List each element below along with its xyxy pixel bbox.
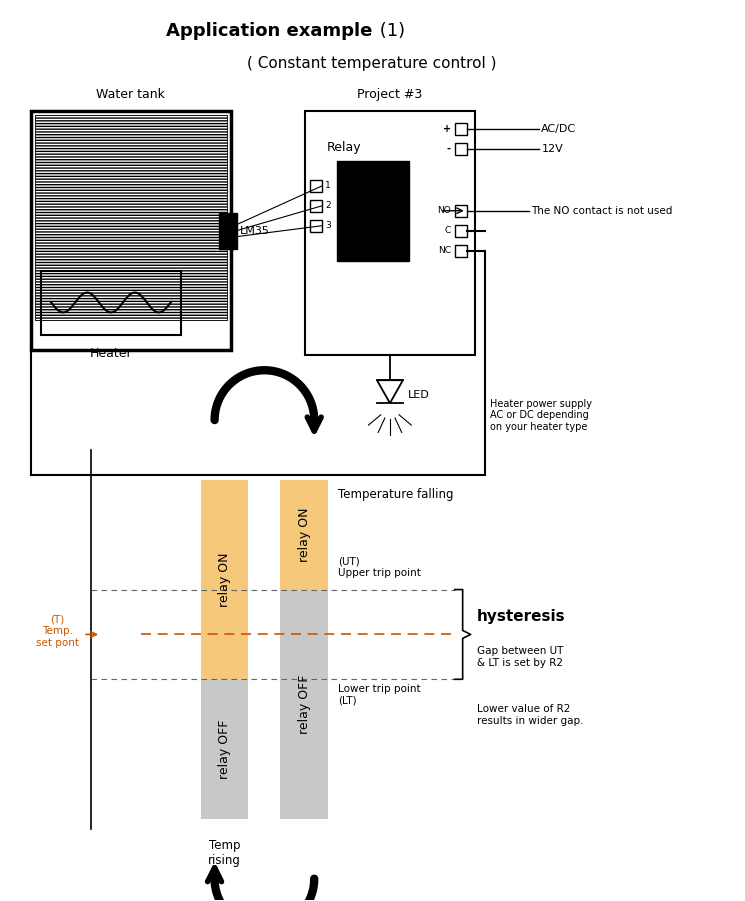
Text: NC: NC xyxy=(438,246,451,255)
Text: Water tank: Water tank xyxy=(96,88,165,101)
Text: Lower trip point
(LT): Lower trip point (LT) xyxy=(338,684,421,705)
Text: 2: 2 xyxy=(325,201,331,210)
Text: Gap between UT
& LT is set by R2: Gap between UT & LT is set by R2 xyxy=(477,646,563,668)
Text: LM35: LM35 xyxy=(239,225,270,236)
Text: relay OFF: relay OFF xyxy=(218,719,231,778)
Text: Lower value of R2
results in wider gap.: Lower value of R2 results in wider gap. xyxy=(477,705,583,726)
Polygon shape xyxy=(377,380,403,403)
Polygon shape xyxy=(337,161,409,260)
Polygon shape xyxy=(280,480,328,589)
Text: C: C xyxy=(445,226,451,235)
Text: relay ON: relay ON xyxy=(298,507,311,562)
Text: The NO contact is not used: The NO contact is not used xyxy=(531,205,673,215)
Polygon shape xyxy=(218,213,236,249)
Text: NO: NO xyxy=(437,206,451,215)
Text: +: + xyxy=(443,124,451,134)
Text: hysteresis: hysteresis xyxy=(477,609,565,624)
Text: AC/DC: AC/DC xyxy=(542,124,577,134)
Text: (1): (1) xyxy=(374,23,405,41)
Text: Project #3: Project #3 xyxy=(358,88,422,101)
Text: Heater power supply
AC or DC depending
on your heater type: Heater power supply AC or DC depending o… xyxy=(489,398,592,432)
Text: 12V: 12V xyxy=(542,144,563,154)
Text: Application example: Application example xyxy=(165,23,372,41)
Text: (UT)
Upper trip point: (UT) Upper trip point xyxy=(338,556,421,578)
Text: Relay: Relay xyxy=(327,141,362,154)
Text: ( Constant temperature control ): ( Constant temperature control ) xyxy=(247,56,497,70)
Text: Heater: Heater xyxy=(89,347,133,360)
Text: -: - xyxy=(447,144,451,154)
Text: Temperature falling: Temperature falling xyxy=(338,488,454,501)
Polygon shape xyxy=(200,679,249,819)
Text: 1: 1 xyxy=(325,181,331,190)
Text: (T)
Temp.
set pont: (T) Temp. set pont xyxy=(36,614,79,648)
Text: relay ON: relay ON xyxy=(218,552,231,607)
Polygon shape xyxy=(200,480,249,679)
Text: relay OFF: relay OFF xyxy=(298,675,311,734)
Text: Temp
rising: Temp rising xyxy=(208,839,241,867)
Polygon shape xyxy=(280,589,328,819)
Text: 3: 3 xyxy=(325,221,331,230)
Text: LED: LED xyxy=(408,390,430,400)
Polygon shape xyxy=(35,115,226,321)
